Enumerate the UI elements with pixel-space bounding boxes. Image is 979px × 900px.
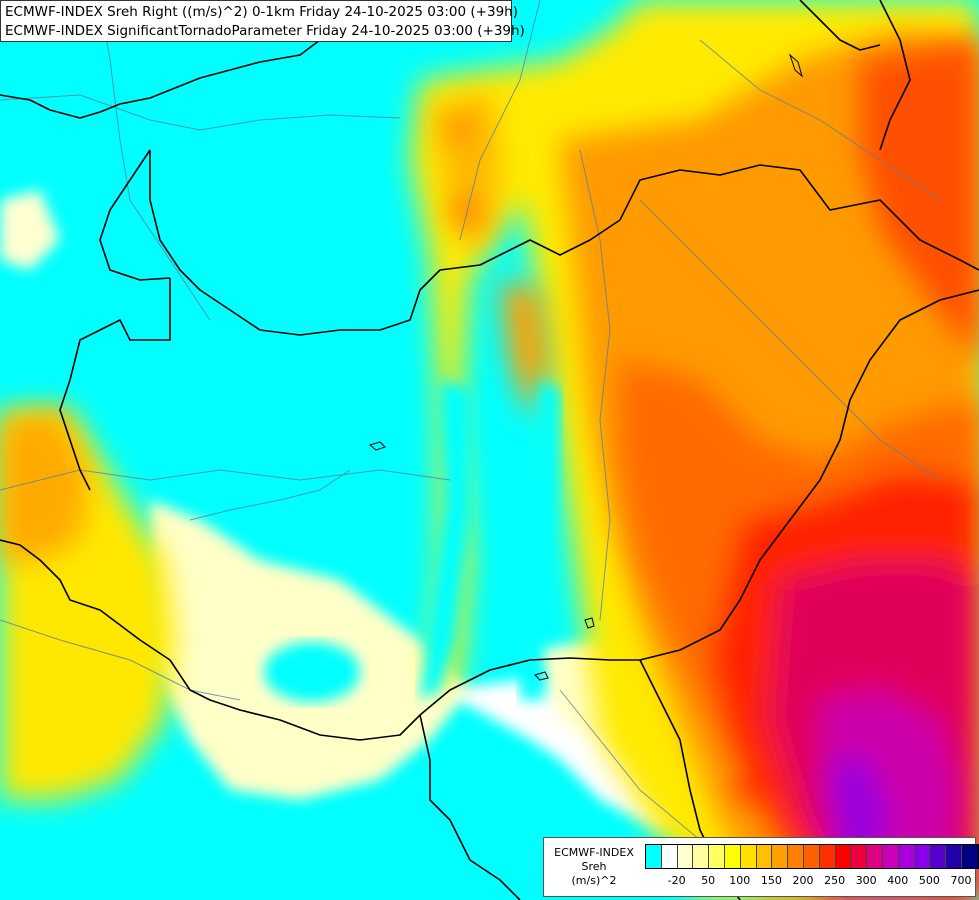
title-line-1: ECMWF-INDEX Sreh Right ((m/s)^2) 0-1km F… (5, 4, 518, 20)
legend-swatch (819, 845, 836, 868)
legend-tick-label: 400 (887, 874, 909, 887)
legend-swatch (724, 845, 741, 868)
legend-swatch (867, 845, 883, 868)
legend-swatch (835, 845, 852, 868)
color-legend: ECMWF-INDEX Sreh (m/s)^2 -20 50 100 150 200 2… (543, 837, 979, 897)
legend-tick-label: 150 (760, 874, 782, 887)
cyan-channel (420, 380, 470, 700)
legend-swatch (961, 845, 978, 868)
legend-swatch (930, 845, 947, 868)
legend-swatch (756, 845, 773, 868)
legend-label-line-2: Sreh (581, 860, 607, 873)
legend-swatch (882, 845, 899, 868)
legend-label-line-3: (m/s)^2 (571, 874, 617, 887)
cyan-channel-2 (520, 380, 560, 700)
legend-tick-label: -20 (667, 874, 686, 887)
legend-swatch (709, 845, 725, 868)
legend-swatch (740, 845, 757, 868)
lakes (368, 53, 803, 681)
legend-tick-label: 100 (729, 874, 751, 887)
cyan-hole (264, 642, 360, 702)
legend-swatch (788, 845, 804, 868)
title-box: ECMWF-INDEX Sreh Right ((m/s)^2) 0-1km F… (0, 0, 525, 42)
legend-label: ECMWF-INDEX Sreh (m/s)^2 (544, 846, 644, 888)
legend-swatch (898, 845, 915, 868)
legend-swatch (851, 845, 868, 868)
legend-swatch (677, 845, 694, 868)
legend-swatch (693, 845, 710, 868)
legend-tick-label: 50 (701, 874, 716, 887)
legend-color-bar (645, 844, 979, 869)
legend-tick-label: 300 (855, 874, 877, 887)
legend-tick-label: 500 (918, 874, 940, 887)
legend-swatch (803, 845, 820, 868)
legend-tick-label: 700 (950, 874, 972, 887)
legend-swatch (661, 845, 678, 868)
legend-swatch (646, 845, 662, 868)
legend-tick-label: 250 (824, 874, 846, 887)
legend-label-line-1: ECMWF-INDEX (554, 846, 634, 859)
legend-swatch (914, 845, 931, 868)
legend-swatch (946, 845, 962, 868)
legend-tick-label: 200 (792, 874, 814, 887)
legend-ticks: -20 50 100 150 200 250 300 400 500 700 (645, 874, 975, 890)
title-line-2: ECMWF-INDEX SignificantTornadoParameter … (5, 23, 525, 39)
legend-swatch (772, 845, 789, 868)
